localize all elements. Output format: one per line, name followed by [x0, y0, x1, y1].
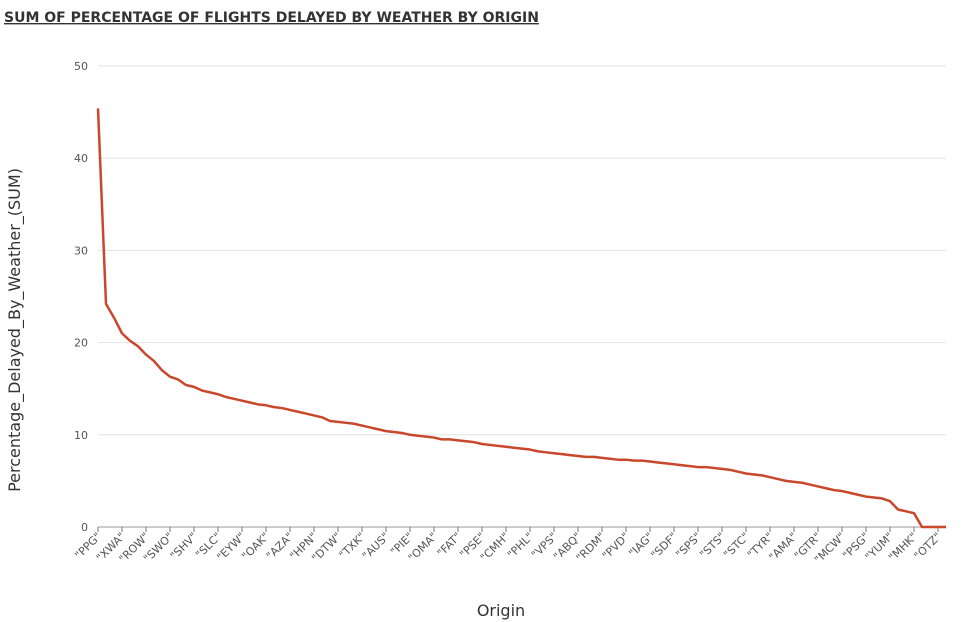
y-tick-label: 0 [81, 521, 88, 534]
x-tick-label: "SPS" [673, 530, 704, 561]
chart-title: SUM OF PERCENTAGE OF FLIGHTS DELAYED BY … [4, 10, 539, 26]
x-tick-label: "STC" [721, 530, 752, 561]
x-tick-label: "SHV" [168, 530, 200, 562]
x-tick-label: "AUS" [360, 530, 392, 562]
x-axis-title: Origin [477, 601, 525, 620]
x-tick-label: "SDF" [648, 530, 680, 562]
x-tick-label: "STS" [697, 530, 728, 561]
y-tick-label: 30 [74, 244, 88, 257]
x-tick-label: "PHL" [505, 530, 536, 561]
y-axis-title: Percentage_Delayed_By_Weather_(SUM) [5, 168, 25, 492]
y-tick-label: 40 [74, 152, 88, 165]
x-tick-label: "PVD" [600, 530, 632, 562]
y-tick-label: 50 [74, 60, 88, 73]
x-tick-label: "OTZ" [912, 530, 945, 563]
y-tick-label: 20 [74, 337, 88, 350]
line [96, 108, 946, 529]
y-tick-label: 10 [74, 429, 88, 442]
